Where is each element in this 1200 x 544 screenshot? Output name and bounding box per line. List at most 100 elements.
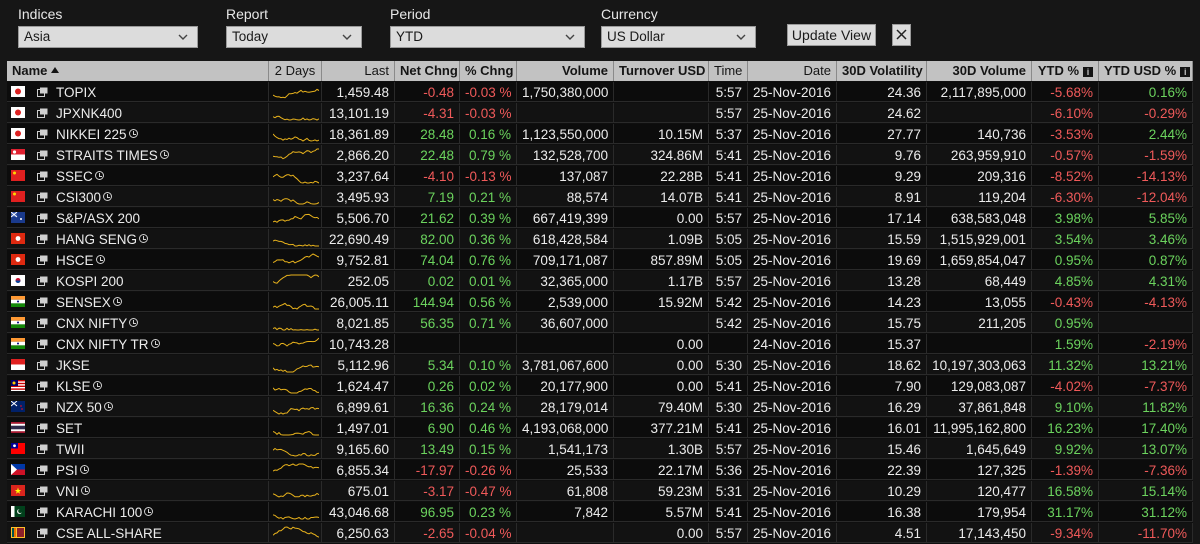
name-cell[interactable]: JKSE xyxy=(7,355,269,375)
name-cell[interactable]: CSE ALL-SHARE xyxy=(7,523,269,543)
sparkline-cell[interactable] xyxy=(269,460,322,480)
info-icon[interactable]: i xyxy=(1180,67,1191,77)
sparkline-cell[interactable] xyxy=(269,145,322,165)
table-row[interactable]: VNI 675.01 -3.17 -0.47 % 61,808 59.23M 5:31 25-… xyxy=(7,481,1193,502)
name-cell[interactable]: HSCE xyxy=(7,250,269,270)
index-name[interactable]: CSI300 xyxy=(56,187,113,206)
column-ytd[interactable]: YTD % i xyxy=(1032,61,1099,81)
name-cell[interactable]: S&P/ASX 200 xyxy=(7,208,269,228)
column-ytd-usd[interactable]: YTD USD % i xyxy=(1099,61,1193,81)
sparkline-cell[interactable] xyxy=(269,166,322,186)
column-last[interactable]: Last xyxy=(322,61,395,81)
column-time[interactable]: Time xyxy=(709,61,748,81)
index-name[interactable]: CNX NIFTY xyxy=(56,313,139,332)
table-row[interactable]: SSEC 3,237.64 -4.10 -0.13 % 137,087 22.28B 5:4… xyxy=(7,166,1193,187)
sparkline-cell[interactable] xyxy=(269,376,322,396)
index-name[interactable]: TWII xyxy=(56,442,85,457)
currency-select[interactable]: US Dollar xyxy=(601,26,756,48)
popout-window-icon[interactable] xyxy=(37,381,48,391)
sparkline-cell[interactable] xyxy=(269,103,322,123)
index-name[interactable]: KARACHI 100 xyxy=(56,502,154,521)
report-select[interactable]: Today xyxy=(226,26,362,48)
info-icon[interactable]: i xyxy=(1083,67,1093,77)
popout-window-icon[interactable] xyxy=(37,87,48,97)
sparkline-cell[interactable] xyxy=(269,187,322,207)
name-cell[interactable]: TOPIX xyxy=(7,82,269,102)
popout-window-icon[interactable] xyxy=(37,297,48,307)
sparkline-cell[interactable] xyxy=(269,124,322,144)
column-turnover[interactable]: Turnover USD xyxy=(614,61,709,81)
index-name[interactable]: CSE ALL-SHARE xyxy=(56,526,162,541)
name-cell[interactable]: KOSPI 200 xyxy=(7,271,269,291)
sparkline-cell[interactable] xyxy=(269,229,322,249)
table-row[interactable]: PSI 6,855.34 -17.97 -0.26 % 25,533 22.17M 5:36… xyxy=(7,460,1193,481)
table-row[interactable]: KLSE 1,624.47 0.26 0.02 % 20,177,900 0.00 5:41… xyxy=(7,376,1193,397)
popout-window-icon[interactable] xyxy=(37,444,48,454)
name-cell[interactable]: CNX NIFTY TR xyxy=(7,334,269,354)
popout-window-icon[interactable] xyxy=(37,486,48,496)
sparkline-cell[interactable] xyxy=(269,439,322,459)
index-name[interactable]: HANG SENG xyxy=(56,229,149,248)
index-name[interactable]: NIKKEI 225 xyxy=(56,124,138,143)
name-cell[interactable]: SSEC xyxy=(7,166,269,186)
table-row[interactable]: JKSE 5,112.96 5.34 0.10 % 3,781,067,600 0.00 5… xyxy=(7,355,1193,376)
popout-window-icon[interactable] xyxy=(37,192,48,202)
column-30d-volume[interactable]: 30D Volume xyxy=(927,61,1032,81)
popout-window-icon[interactable] xyxy=(37,150,48,160)
index-name[interactable]: JKSE xyxy=(56,358,90,373)
popout-window-icon[interactable] xyxy=(37,507,48,517)
sparkline-cell[interactable] xyxy=(269,334,322,354)
popout-window-icon[interactable] xyxy=(37,360,48,370)
sparkline-cell[interactable] xyxy=(269,397,322,417)
table-row[interactable]: KARACHI 100 43,046.68 96.95 0.23 % 7,842 5.57… xyxy=(7,502,1193,523)
sparkline-cell[interactable] xyxy=(269,250,322,270)
sparkline-cell[interactable] xyxy=(269,208,322,228)
popout-window-icon[interactable] xyxy=(37,129,48,139)
name-cell[interactable]: CSI300 xyxy=(7,187,269,207)
index-name[interactable]: SET xyxy=(56,421,83,436)
table-row[interactable]: JPXNK400 13,101.19 -4.31 -0.03 % 5:57 25-Nov-… xyxy=(7,103,1193,124)
index-name[interactable]: CNX NIFTY TR xyxy=(56,334,160,353)
table-row[interactable]: STRAITS TIMES 2,866.20 22.48 0.79 % 132,528,… xyxy=(7,145,1193,166)
popout-window-icon[interactable] xyxy=(37,234,48,244)
column-pct-chng[interactable]: % Chng xyxy=(460,61,517,81)
popout-window-icon[interactable] xyxy=(37,339,48,349)
index-name[interactable]: VNI xyxy=(56,481,90,500)
name-cell[interactable]: NZX 50 xyxy=(7,397,269,417)
sparkline-cell[interactable] xyxy=(269,481,322,501)
sparkline-cell[interactable] xyxy=(269,355,322,375)
name-cell[interactable]: VNI xyxy=(7,481,269,501)
popout-window-icon[interactable] xyxy=(37,171,48,181)
name-cell[interactable]: KLSE xyxy=(7,376,269,396)
sparkline-cell[interactable] xyxy=(269,82,322,102)
column-volume[interactable]: Volume xyxy=(517,61,614,81)
index-name[interactable]: STRAITS TIMES xyxy=(56,145,169,164)
name-cell[interactable]: STRAITS TIMES xyxy=(7,145,269,165)
index-name[interactable]: JPXNK400 xyxy=(56,106,123,121)
name-cell[interactable]: HANG SENG xyxy=(7,229,269,249)
popout-window-icon[interactable] xyxy=(37,423,48,433)
name-cell[interactable]: NIKKEI 225 xyxy=(7,124,269,144)
popout-window-icon[interactable] xyxy=(37,255,48,265)
name-cell[interactable]: PSI xyxy=(7,460,269,480)
name-cell[interactable]: SET xyxy=(7,418,269,438)
table-row[interactable]: HSCE 9,752.81 74.04 0.76 % 709,171,087 857.89… xyxy=(7,250,1193,271)
table-row[interactable]: TWII 9,165.60 13.49 0.15 % 1,541,173 1.30B 5:5… xyxy=(7,439,1193,460)
column-30d-volatility[interactable]: 30D Volatility xyxy=(837,61,927,81)
table-row[interactable]: NIKKEI 225 18,361.89 28.48 0.16 % 1,123,550,… xyxy=(7,124,1193,145)
column-date[interactable]: Date xyxy=(748,61,837,81)
table-row[interactable]: TOPIX 1,459.48 -0.48 -0.03 % 1,750,380,000 5:… xyxy=(7,82,1193,103)
index-name[interactable]: NZX 50 xyxy=(56,397,113,416)
popout-window-icon[interactable] xyxy=(37,465,48,475)
index-name[interactable]: SSEC xyxy=(56,166,104,185)
table-row[interactable]: CSE ALL-SHARE 6,250.63 -2.65 -0.04 % 0.00 5:5… xyxy=(7,523,1193,544)
table-row[interactable]: CSI300 3,495.93 7.19 0.21 % 88,574 14.07B 5:41… xyxy=(7,187,1193,208)
sparkline-cell[interactable] xyxy=(269,523,322,543)
popout-window-icon[interactable] xyxy=(37,318,48,328)
indices-select[interactable]: Asia xyxy=(18,26,198,48)
close-button[interactable] xyxy=(892,24,911,46)
name-cell[interactable]: TWII xyxy=(7,439,269,459)
index-name[interactable]: S&P/ASX 200 xyxy=(56,211,141,226)
sparkline-cell[interactable] xyxy=(269,271,322,291)
name-cell[interactable]: SENSEX xyxy=(7,292,269,312)
